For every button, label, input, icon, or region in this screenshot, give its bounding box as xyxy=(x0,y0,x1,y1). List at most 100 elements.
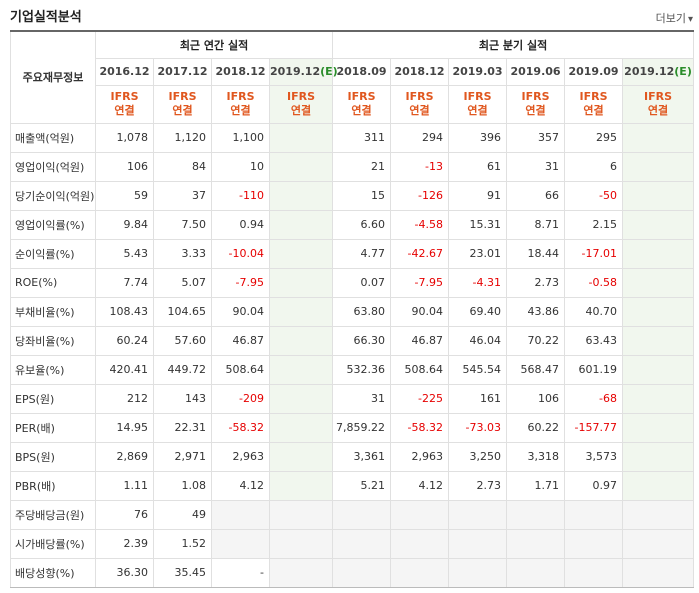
table-cell: 46.87 xyxy=(390,325,450,356)
table-cell: -209 xyxy=(211,383,270,414)
table-cell: 420.41 xyxy=(95,354,154,385)
table-cell: 294 xyxy=(390,122,450,153)
table-row: PER(배) 14.95 22.31 -58.32 7,859.22 -58.32 -73.… xyxy=(10,412,695,443)
table-cell: 66.30 xyxy=(332,325,392,356)
table-cell xyxy=(332,557,392,588)
table-cell: 59 xyxy=(95,180,154,211)
table-cell xyxy=(268,412,334,443)
table-cell xyxy=(448,557,508,588)
table-row: 유보율(%) 420.41 449.72 508.64 532.36 508.64 545.… xyxy=(10,354,695,385)
table-cell: 46.04 xyxy=(448,325,508,356)
period-header: 2019.09 xyxy=(564,57,624,86)
table-cell: 70.22 xyxy=(506,325,566,356)
table-cell xyxy=(268,122,334,153)
period-header: 2016.12 xyxy=(95,57,154,86)
row-label: 유보율(%) xyxy=(10,354,96,385)
table-cell: 18.44 xyxy=(506,238,566,269)
table-cell xyxy=(268,557,334,588)
table-cell xyxy=(622,209,695,240)
table-cell: 76 xyxy=(95,499,154,530)
table-cell: -58.32 xyxy=(211,412,270,443)
table-cell: 21 xyxy=(332,151,392,182)
table-cell: 91 xyxy=(448,180,508,211)
table-cell: -225 xyxy=(390,383,450,414)
table-cell: 3,250 xyxy=(448,441,508,472)
table-cell: 601.19 xyxy=(564,354,624,385)
table-cell: 357 xyxy=(506,122,566,153)
table-cell: 15 xyxy=(332,180,392,211)
standard-header: IFRS 연결 xyxy=(268,84,334,124)
table-cell xyxy=(622,180,695,211)
row-label: EPS(원) xyxy=(10,383,96,414)
table-cell: 161 xyxy=(448,383,508,414)
table-cell: 1.71 xyxy=(506,470,566,501)
table-cell xyxy=(268,470,334,501)
table-body: 매출액(억원) 1,078 1,120 1,100 311 294 396 357 295 영업이… xyxy=(10,122,695,588)
table-cell: 15.31 xyxy=(448,209,508,240)
table-cell: 532.36 xyxy=(332,354,392,385)
table-cell: 295 xyxy=(564,122,624,153)
table-row: BPS(원) 2,869 2,971 2,963 3,361 2,963 3,250 3,31… xyxy=(10,441,695,472)
table-cell: 9.84 xyxy=(95,209,154,240)
table-cell xyxy=(268,238,334,269)
table-cell: 22.31 xyxy=(153,412,212,443)
period-header: 2019.03 xyxy=(448,57,508,86)
table-cell: 49 xyxy=(153,499,212,530)
table-cell: -0.58 xyxy=(564,267,624,298)
table-cell: -4.58 xyxy=(390,209,450,240)
table-cell xyxy=(390,557,450,588)
table-cell: 1,100 xyxy=(211,122,270,153)
table-cell: 1.08 xyxy=(153,470,212,501)
table-cell: 66 xyxy=(506,180,566,211)
table-cell: 63.43 xyxy=(564,325,624,356)
table-cell: 10 xyxy=(211,151,270,182)
period-header: 2019.12(E) xyxy=(622,57,695,86)
more-button[interactable]: 더보기 ▾ xyxy=(656,10,693,26)
table-cell xyxy=(622,325,695,356)
table-cell: 3.33 xyxy=(153,238,212,269)
table-cell xyxy=(564,528,624,559)
table-row: 순이익률(%) 5.43 3.33 -10.04 4.77 -42.67 23.01 18.4… xyxy=(10,238,695,269)
table-cell: -4.31 xyxy=(448,267,508,298)
table-cell: - xyxy=(211,557,270,588)
group-annual: 최근 연간 실적 xyxy=(94,30,334,59)
table-cell: 143 xyxy=(153,383,212,414)
table-cell: -42.67 xyxy=(390,238,450,269)
table-row: 시가배당률(%) 2.39 1.52 xyxy=(10,528,695,559)
table-cell xyxy=(332,499,392,530)
row-label: PBR(배) xyxy=(10,470,96,501)
table-cell: 23.01 xyxy=(448,238,508,269)
table-cell: 40.70 xyxy=(564,296,624,327)
standard-header: IFRS 연결 xyxy=(95,84,154,124)
table-cell: 0.94 xyxy=(211,209,270,240)
standard-header: IFRS 연결 xyxy=(390,84,450,124)
table-cell: -58.32 xyxy=(390,412,450,443)
table-cell: -7.95 xyxy=(211,267,270,298)
standard-header: IFRS 연결 xyxy=(332,84,392,124)
table-cell: 37 xyxy=(153,180,212,211)
standard-header: IFRS 연결 xyxy=(564,84,624,124)
table-cell: 2,963 xyxy=(211,441,270,472)
table-cell: 106 xyxy=(506,383,566,414)
table-cell xyxy=(332,528,392,559)
table-cell: 2,963 xyxy=(390,441,450,472)
standard-header: IFRS 연결 xyxy=(153,84,212,124)
table-cell: 60.24 xyxy=(95,325,154,356)
table-cell xyxy=(622,383,695,414)
table-cell: 106 xyxy=(95,151,154,182)
table-cell: 311 xyxy=(332,122,392,153)
table-cell: -13 xyxy=(390,151,450,182)
table-row: EPS(원) 212 143 -209 31 -225 161 106 -68 xyxy=(10,383,695,414)
corner-label: 주요재무정보 xyxy=(10,30,96,124)
table-cell xyxy=(268,441,334,472)
table-cell: 108.43 xyxy=(95,296,154,327)
table-cell: 545.54 xyxy=(448,354,508,385)
table-cell xyxy=(622,557,695,588)
table-cell: 5.07 xyxy=(153,267,212,298)
table-cell xyxy=(268,296,334,327)
table-cell: -157.77 xyxy=(564,412,624,443)
table-cell xyxy=(506,557,566,588)
table-cell: 568.47 xyxy=(506,354,566,385)
table-cell: 31 xyxy=(332,383,392,414)
